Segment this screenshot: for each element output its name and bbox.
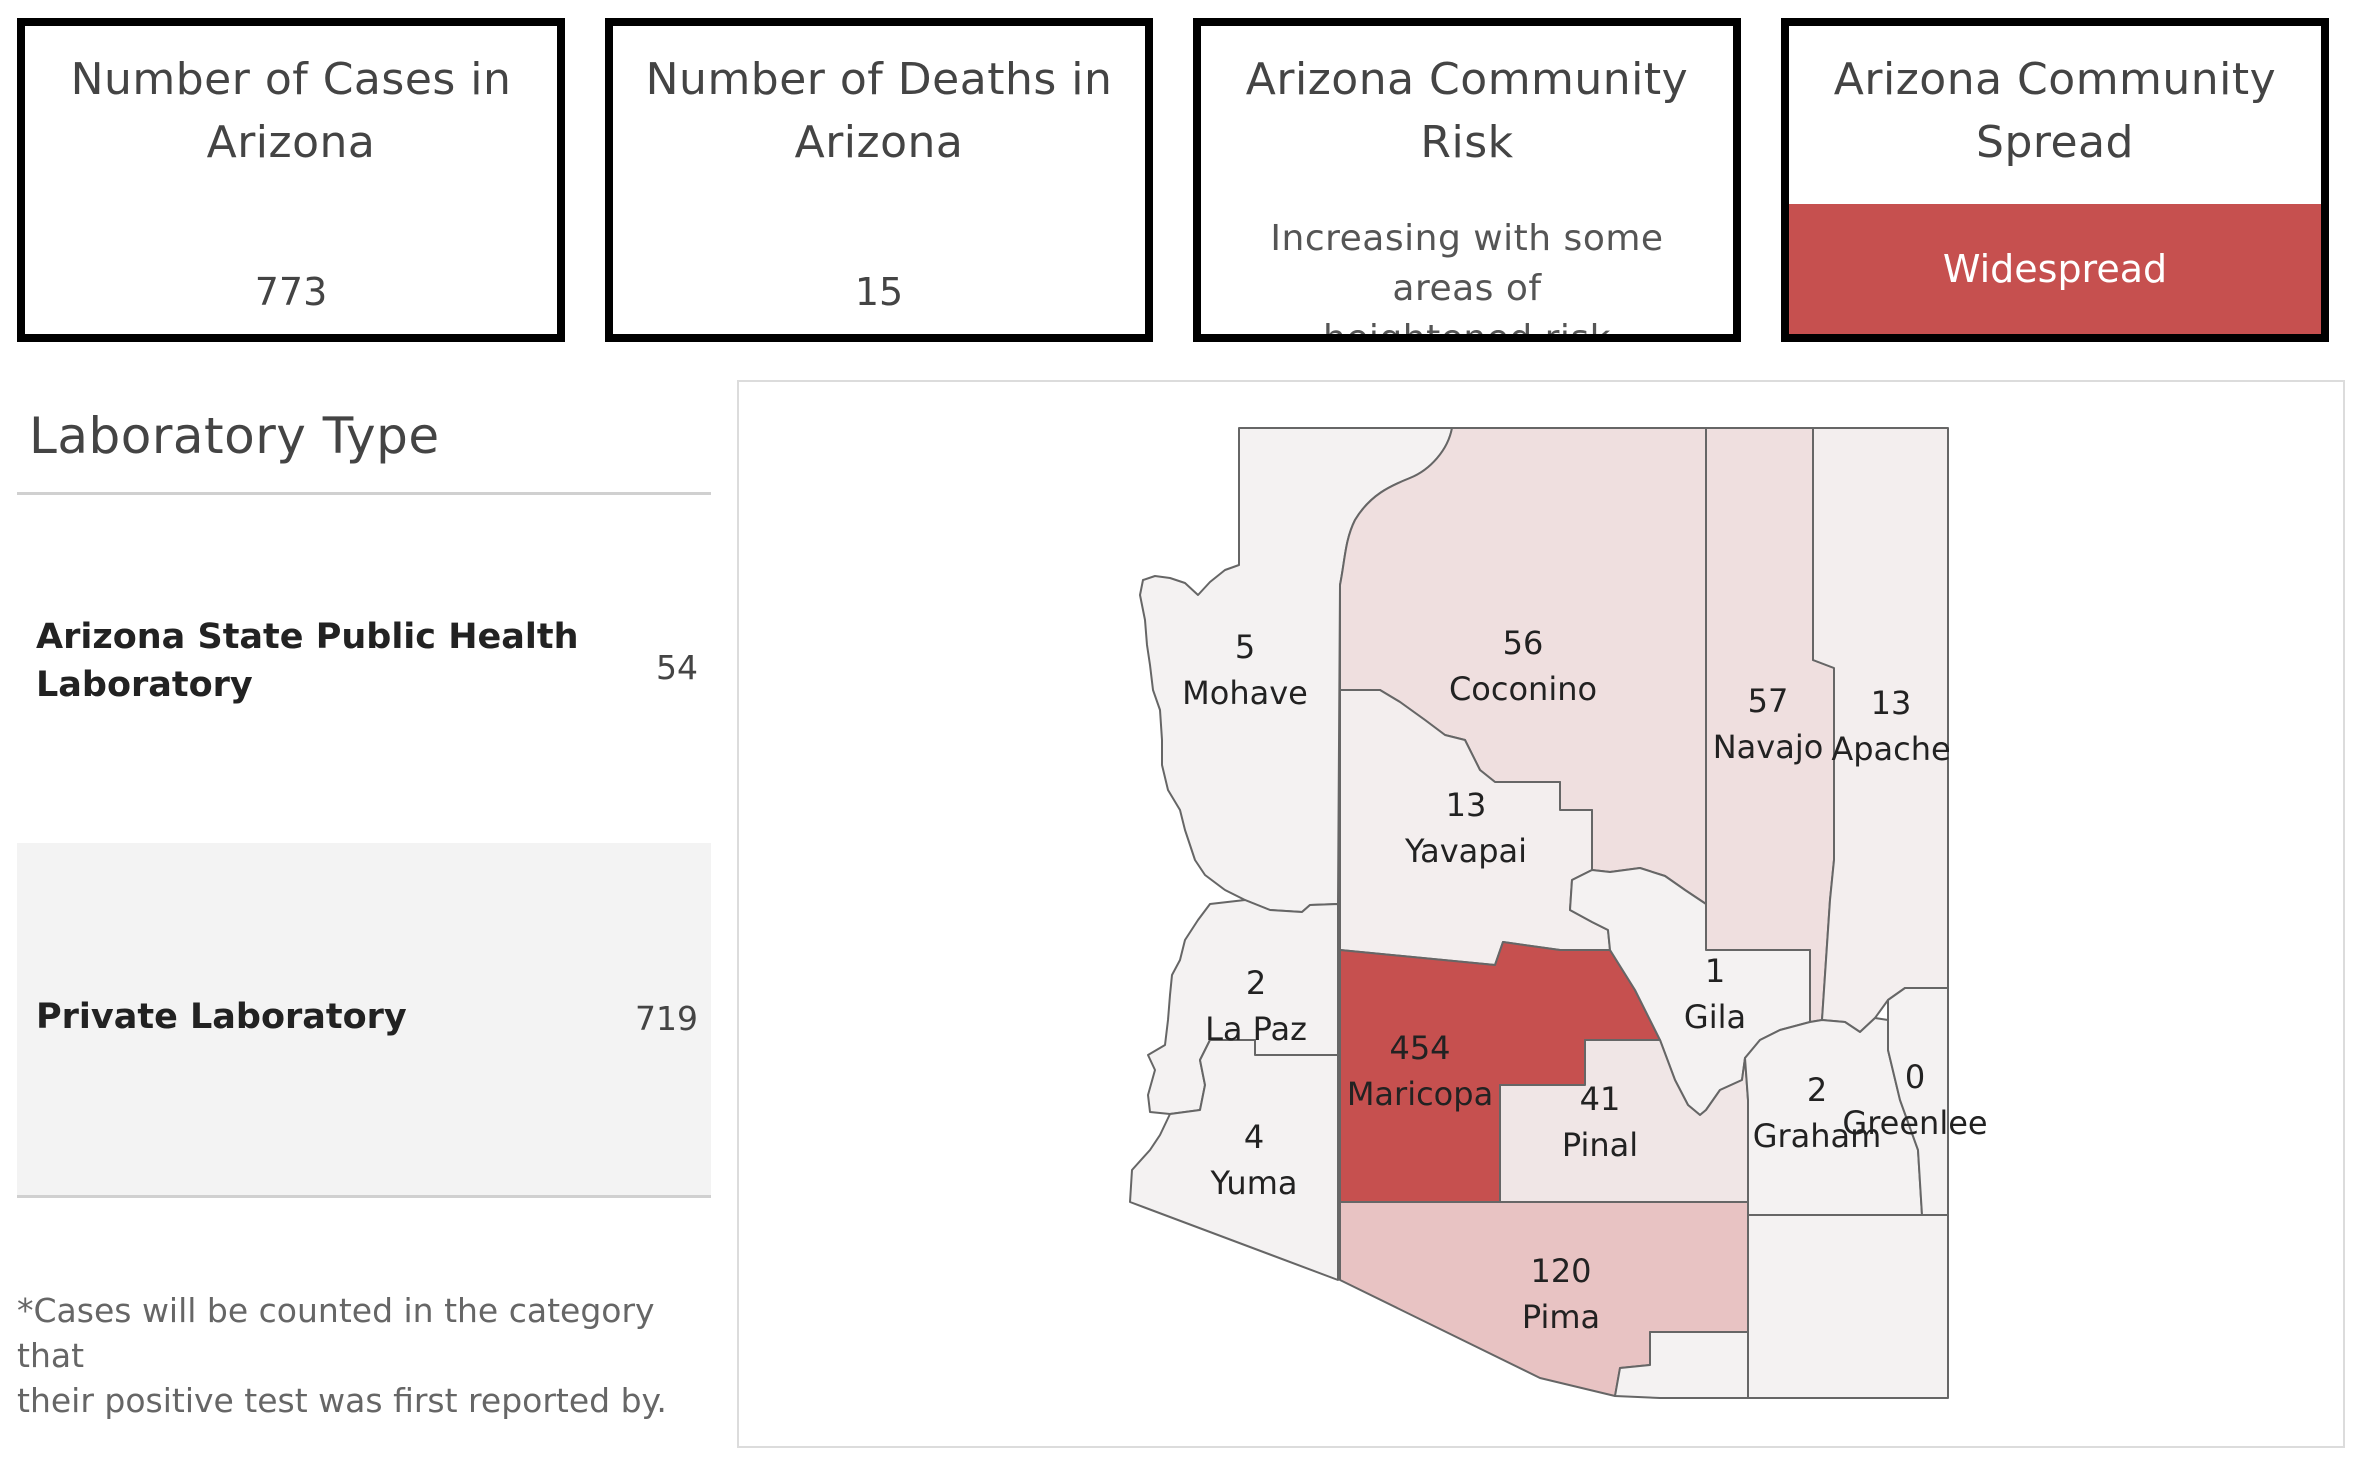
- lab-state-label-line1: Arizona State Public Health: [36, 617, 579, 657]
- county-cochise[interactable]: [1747, 1214, 1949, 1399]
- label-yavapai-name: Yavapai: [1404, 832, 1527, 870]
- label-apache-name: Apache: [1831, 730, 1950, 768]
- risk-value-line1: Increasing with some areas of: [1270, 218, 1664, 309]
- label-pinal-cases: 41: [1580, 1080, 1621, 1118]
- county-yuma[interactable]: [1129, 1039, 1339, 1281]
- deaths-title: Number of Deaths in Arizona: [613, 48, 1145, 174]
- label-graham-name: Graham: [1753, 1117, 1882, 1155]
- cases-title-line2: Arizona: [206, 117, 376, 168]
- cases-title: Number of Cases in Arizona: [25, 48, 557, 174]
- lab-row-private-label: Private Laboratory: [36, 997, 407, 1037]
- laboratory-divider-top: [17, 492, 711, 495]
- lab-row-state-label: Arizona State Public Health Laboratory: [36, 613, 579, 709]
- label-coconino-name: Coconino: [1449, 670, 1597, 708]
- label-navajo-cases: 57: [1748, 682, 1789, 720]
- laboratory-title: Laboratory Type: [29, 407, 440, 465]
- label-yavapai-cases: 13: [1446, 786, 1487, 824]
- deaths-card: Number of Deaths in Arizona 15: [605, 18, 1153, 342]
- label-greenlee-name: Greenlee: [1842, 1104, 1987, 1142]
- label-apache-cases: 13: [1871, 684, 1912, 722]
- label-pima-name: Pima: [1522, 1298, 1600, 1336]
- label-lapaz-cases: 2: [1246, 964, 1266, 1002]
- label-mohave-name: Mohave: [1182, 674, 1308, 712]
- cases-card: Number of Cases in Arizona 773: [17, 18, 565, 342]
- label-greenlee-cases: 0: [1905, 1058, 1925, 1096]
- label-gila-name: Gila: [1684, 998, 1746, 1036]
- cases-value: 773: [254, 270, 328, 314]
- cases-title-line1: Number of Cases in: [70, 54, 512, 105]
- spread-title: Arizona Community Spread: [1789, 48, 2321, 174]
- label-maricopa-name: Maricopa: [1347, 1075, 1493, 1113]
- spread-value: Widespread: [1789, 204, 2321, 334]
- label-yuma-name: Yuma: [1210, 1164, 1298, 1202]
- map-frame: [737, 380, 2345, 1448]
- spread-title-line2: Spread: [1976, 117, 2134, 168]
- label-navajo-name: Navajo: [1713, 728, 1824, 766]
- label-pinal-name: Pinal: [1562, 1126, 1638, 1164]
- footnote: *Cases will be counted in the category t…: [17, 1288, 717, 1423]
- deaths-title-line2: Arizona: [794, 117, 964, 168]
- label-graham-cases: 2: [1807, 1071, 1827, 1109]
- lab-state-label-line2: Laboratory: [36, 665, 253, 705]
- lab-row-private-value: 719: [635, 999, 698, 1038]
- deaths-title-line1: Number of Deaths in: [645, 54, 1113, 105]
- risk-card: Arizona Community Risk Increasing with s…: [1193, 18, 1741, 342]
- deaths-value: 15: [854, 270, 904, 314]
- spread-card: Arizona Community Spread Widespread: [1781, 18, 2329, 342]
- label-mohave-cases: 5: [1235, 628, 1255, 666]
- lab-row-state-value: 54: [656, 648, 698, 687]
- laboratory-panel: Laboratory Type: [17, 380, 711, 845]
- laboratory-divider-bottom: [17, 1195, 711, 1198]
- risk-title: Arizona Community Risk: [1245, 54, 1689, 168]
- label-coconino-cases: 56: [1503, 624, 1544, 662]
- footnote-line1: *Cases will be counted in the category t…: [17, 1291, 655, 1375]
- label-maricopa-cases: 454: [1389, 1029, 1450, 1067]
- label-yuma-cases: 4: [1244, 1118, 1264, 1156]
- risk-value-line2: heightened risk: [1322, 318, 1612, 342]
- lab-row-private[interactable]: [17, 843, 711, 1195]
- footnote-line2: their positive test was first reported b…: [17, 1381, 667, 1420]
- label-lapaz-name: La Paz: [1205, 1010, 1307, 1048]
- label-pima-cases: 120: [1530, 1252, 1591, 1290]
- spread-title-line1: Arizona Community: [1833, 54, 2277, 105]
- risk-value: Increasing with some areas of heightened…: [1201, 214, 1733, 342]
- label-gila-cases: 1: [1705, 952, 1725, 990]
